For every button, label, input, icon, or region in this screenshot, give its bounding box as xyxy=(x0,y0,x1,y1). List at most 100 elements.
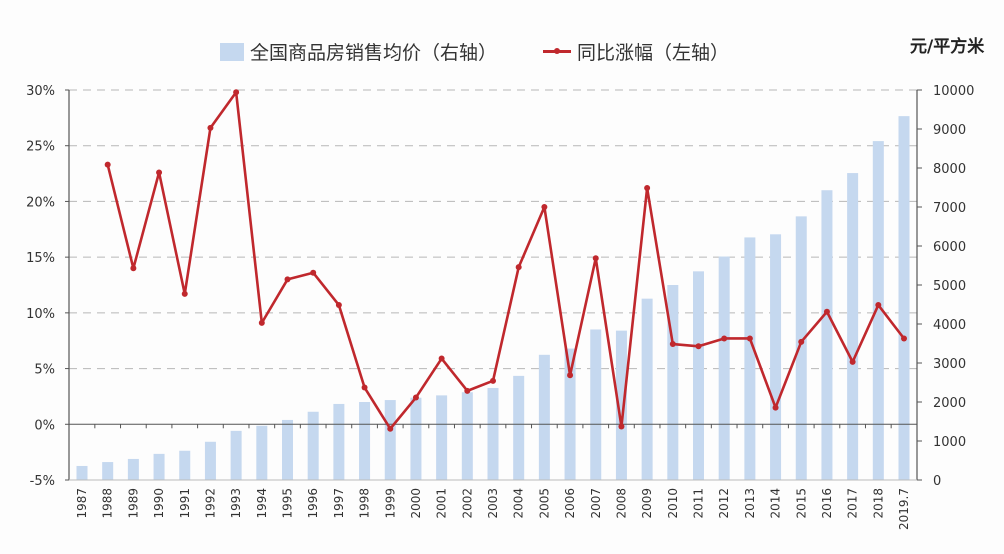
price-bar xyxy=(461,392,473,480)
growth-marker xyxy=(361,384,368,391)
x-tick-label: 1989 xyxy=(126,488,140,519)
price-bar xyxy=(821,190,833,481)
x-tick-label: 2009 xyxy=(640,488,654,519)
growth-marker xyxy=(104,161,111,168)
right-tick-label: 9000 xyxy=(933,123,966,138)
price-bar xyxy=(847,173,859,480)
x-tick-label: 1995 xyxy=(281,488,295,519)
growth-marker xyxy=(721,335,728,342)
left-tick-label: 15% xyxy=(26,251,55,266)
price-bar xyxy=(230,430,242,480)
x-tick-label: 1988 xyxy=(101,488,115,519)
growth-marker xyxy=(567,372,574,379)
growth-marker xyxy=(695,343,702,350)
growth-marker xyxy=(156,169,163,176)
legend-item-price: 全国商品房销售均价（右轴） xyxy=(220,38,497,65)
x-tick-label: 2012 xyxy=(717,488,731,519)
price-bar xyxy=(872,141,884,480)
growth-marker xyxy=(669,341,676,348)
right-tick-label: 0 xyxy=(933,474,941,489)
growth-marker xyxy=(258,319,265,326)
x-tick-label: 2017 xyxy=(846,488,860,519)
x-tick-label: 1996 xyxy=(306,488,320,519)
legend-label-growth: 同比涨幅（左轴） xyxy=(577,42,730,64)
x-tick-label: 1994 xyxy=(255,488,269,519)
price-bar xyxy=(76,465,88,480)
left-tick-label: 0% xyxy=(34,418,55,433)
left-tick-label: -5% xyxy=(30,474,55,489)
legend-item-growth: 同比涨幅（左轴） xyxy=(543,38,729,65)
growth-marker xyxy=(823,308,830,315)
price-bar xyxy=(204,441,216,480)
price-bar xyxy=(538,354,550,480)
growth-line xyxy=(106,90,906,431)
x-tick-label: 2018 xyxy=(871,488,885,519)
growth-marker xyxy=(284,276,291,283)
right-axis-unit: 元/平方米 xyxy=(910,37,985,57)
growth-marker xyxy=(746,335,753,342)
growth-marker xyxy=(130,265,137,272)
x-tick-label: 2015 xyxy=(794,488,808,519)
price-bar xyxy=(744,237,756,480)
price-bar xyxy=(307,411,319,480)
price-bar xyxy=(153,453,165,480)
price-bar xyxy=(795,216,807,481)
bar-swatch-icon xyxy=(220,42,244,61)
price-bar xyxy=(590,329,602,480)
price-bar xyxy=(179,450,191,480)
x-tick-label: 2002 xyxy=(460,488,474,519)
growth-marker xyxy=(798,338,805,345)
x-tick-label: 2014 xyxy=(769,488,783,519)
growth-marker xyxy=(438,355,445,362)
left-tick-label: 5% xyxy=(34,363,55,378)
price-bar xyxy=(384,400,396,480)
right-tick-label: 1000 xyxy=(933,435,966,450)
right-tick-label: 2000 xyxy=(933,396,966,411)
price-bar xyxy=(615,330,627,480)
x-tick-label: 2010 xyxy=(666,488,680,519)
price-bar xyxy=(127,458,139,480)
growth-marker xyxy=(181,290,188,297)
legend: 全国商品房销售均价（右轴） 同比涨幅（左轴） xyxy=(220,38,775,65)
growth-marker xyxy=(490,377,496,384)
left-tick-label: 25% xyxy=(26,140,55,155)
x-tick-label: 1990 xyxy=(152,488,166,519)
x-tick-label: 1987 xyxy=(75,488,89,519)
x-tick-label: 2016 xyxy=(820,488,834,519)
price-bar xyxy=(410,397,422,480)
growth-marker xyxy=(412,394,419,401)
growth-marker xyxy=(772,404,779,411)
growth-marker xyxy=(207,124,214,131)
line-swatch-icon xyxy=(543,48,572,54)
x-tick-label: 1997 xyxy=(332,488,346,519)
right-tick-label: 10000 xyxy=(933,84,974,99)
x-tick-label: 1999 xyxy=(383,488,397,519)
x-tick-label: 2006 xyxy=(563,488,577,519)
price-bar xyxy=(667,285,679,480)
price-bar xyxy=(898,116,910,480)
x-tick-label: 1998 xyxy=(358,488,372,519)
x-tick-label: 1993 xyxy=(229,488,243,519)
growth-marker xyxy=(541,204,548,210)
growth-marker xyxy=(464,387,471,394)
x-tick-label: 2019.7 xyxy=(897,488,911,530)
price-bar xyxy=(641,298,653,480)
price-bar xyxy=(693,271,704,480)
price-bar xyxy=(770,234,782,480)
price-bar xyxy=(256,425,268,480)
growth-marker xyxy=(592,255,599,262)
price-bar xyxy=(487,387,499,480)
price-bar xyxy=(436,395,448,480)
price-bar xyxy=(282,419,293,480)
left-tick-label: 10% xyxy=(26,307,55,322)
growth-marker xyxy=(849,358,856,365)
left-tick-label: 20% xyxy=(26,195,55,210)
right-tick-label: 6000 xyxy=(933,240,966,255)
x-tick-label: 2005 xyxy=(537,488,551,519)
growth-marker xyxy=(618,423,625,430)
growth-marker xyxy=(515,264,522,271)
right-tick-label: 4000 xyxy=(933,318,966,333)
left-tick-label: 30% xyxy=(26,84,55,99)
